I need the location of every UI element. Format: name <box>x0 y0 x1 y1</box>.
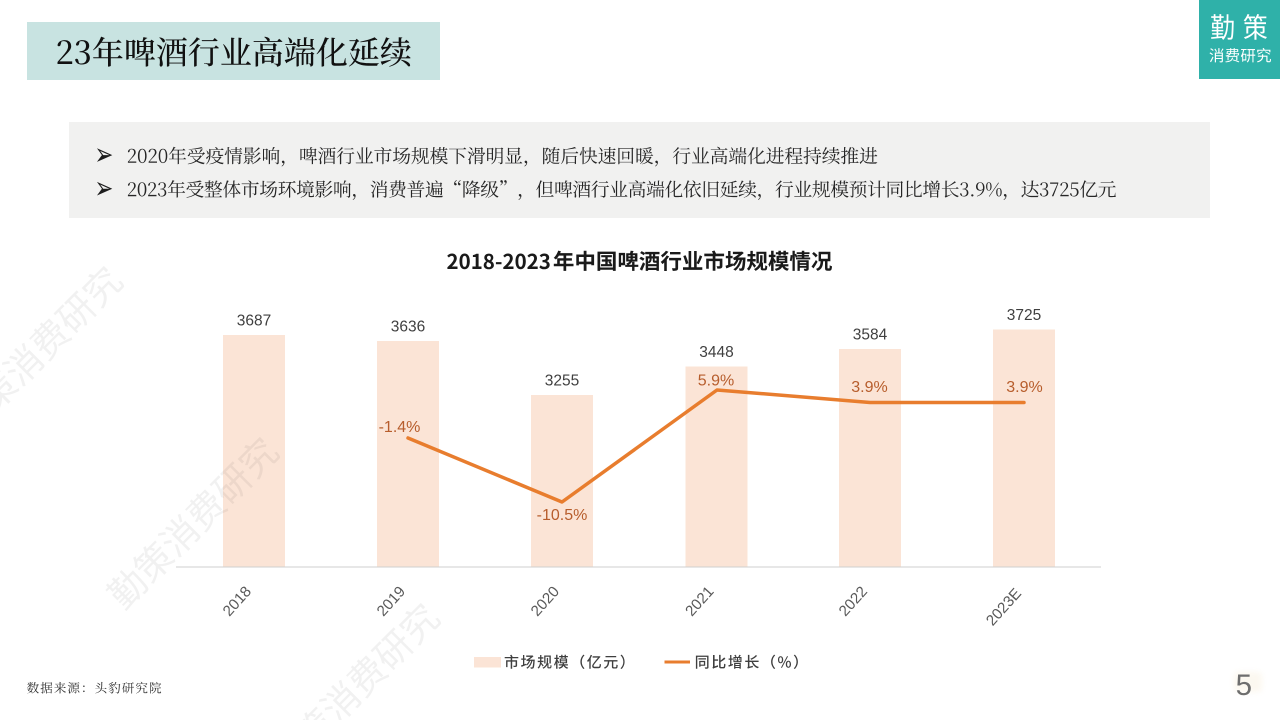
svg-text:-1.4%: -1.4% <box>379 419 421 436</box>
svg-text:2022: 2022 <box>836 583 871 619</box>
svg-text:3448: 3448 <box>699 344 733 361</box>
svg-text:2018: 2018 <box>220 583 255 619</box>
svg-text:3584: 3584 <box>853 327 888 344</box>
svg-text:5.9%: 5.9% <box>698 373 734 390</box>
svg-text:3636: 3636 <box>391 319 425 336</box>
svg-text:3.9%: 3.9% <box>851 379 887 396</box>
svg-text:3725: 3725 <box>1007 307 1041 324</box>
svg-text:3687: 3687 <box>237 313 271 330</box>
svg-text:3.9%: 3.9% <box>1006 379 1042 396</box>
svg-text:5: 5 <box>1236 669 1252 702</box>
svg-text:3255: 3255 <box>545 373 579 390</box>
svg-text:2019: 2019 <box>374 583 409 619</box>
svg-text:2023E: 2023E <box>983 585 1025 629</box>
svg-text:-10.5%: -10.5% <box>537 507 588 524</box>
svg-text:2020: 2020 <box>528 583 563 619</box>
svg-text:2021: 2021 <box>682 583 717 619</box>
